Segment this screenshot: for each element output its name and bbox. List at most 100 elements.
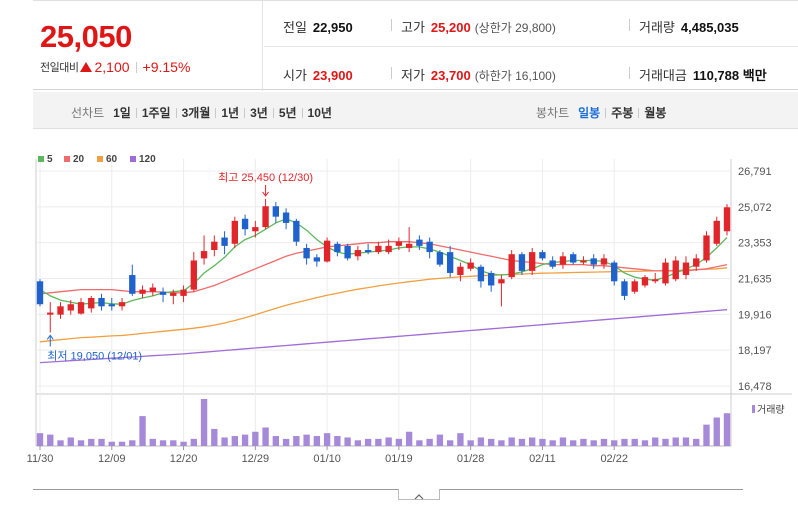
- candle-body: [672, 260, 679, 280]
- volume-bar: [405, 431, 413, 446]
- period-5y[interactable]: 5년: [278, 106, 297, 120]
- volume-bar: [282, 438, 290, 446]
- candle-body: [508, 254, 515, 278]
- candle-body: [477, 266, 485, 282]
- volume-bar: [559, 437, 567, 446]
- volume-bar: [170, 440, 177, 446]
- candle-daily[interactable]: 일봉: [578, 106, 601, 120]
- divider: [629, 67, 630, 79]
- volume-bar: [621, 438, 628, 446]
- volume-bar: [159, 440, 167, 446]
- volume-bar: [477, 437, 485, 446]
- volume-bar: [693, 438, 700, 446]
- volume-bar: [529, 437, 536, 446]
- legend-label: 120: [139, 154, 156, 165]
- volume-bar: [262, 427, 269, 446]
- y-tick-label: 19,916: [738, 309, 772, 321]
- candle-body: [47, 312, 54, 315]
- candle-body: [77, 302, 85, 314]
- candle-monthly[interactable]: 월봉: [644, 106, 667, 120]
- volume-bar: [652, 437, 659, 446]
- volume-bar: [508, 437, 515, 446]
- volume-bar: [149, 438, 156, 446]
- candle-body: [652, 279, 659, 282]
- current-price-box: 25,050 전일대비 2,100 +9.15%: [33, 1, 263, 91]
- min-price-annotation: 최저 19,050 (12/01): [47, 349, 142, 362]
- legend-label: 5: [47, 154, 53, 165]
- period-1d[interactable]: 1일: [113, 106, 131, 120]
- collapse-button[interactable]: [398, 489, 440, 500]
- x-tick-label: 12/20: [170, 453, 198, 465]
- candle-body: [149, 287, 156, 292]
- x-tick-label: 02/11: [529, 453, 556, 465]
- candle-body: [385, 245, 392, 253]
- volume-bar: [426, 438, 433, 446]
- volume-bar: [631, 438, 638, 446]
- price-summary: 25,050 전일대비 2,100 +9.15% 전일 22,950 고가 25…: [33, 0, 798, 91]
- candle-body: [631, 281, 638, 292]
- change-row: 전일대비 2,100 +9.15%: [40, 59, 190, 75]
- y-tick-label: 18,197: [738, 345, 772, 357]
- period-10y[interactable]: 10년: [307, 106, 332, 120]
- volume-bar: [313, 436, 321, 446]
- ma120-line: [39, 309, 728, 364]
- volume-bar: [344, 437, 351, 446]
- x-tick-label: 02/22: [600, 453, 628, 465]
- max-price-annotation: 최고 25,450 (12/30): [218, 171, 313, 184]
- volume-bar: [231, 436, 238, 446]
- volume-bar: [241, 434, 249, 446]
- period-3m[interactable]: 3개월: [181, 106, 211, 120]
- volume-bar: [487, 438, 495, 446]
- volume-bar: [36, 433, 44, 446]
- candle-body: [159, 291, 167, 295]
- candle-body: [600, 258, 608, 265]
- candle-body: [293, 220, 300, 242]
- candle-body: [416, 239, 423, 246]
- candle-body: [682, 262, 690, 276]
- low-price: 저가 23,700 (하한가 16,100): [401, 68, 556, 83]
- volume-bar: [47, 434, 54, 446]
- candle-body: [200, 251, 208, 259]
- period-3y[interactable]: 3년: [250, 106, 268, 120]
- candle-body: [98, 297, 105, 307]
- legend-swatch: [97, 156, 103, 162]
- trade-amount: 거래대금 110,788 백만: [639, 68, 767, 83]
- change-percent: +9.15%: [142, 59, 191, 75]
- candle-body: [323, 240, 331, 262]
- high-price: 고가 25,200 (상한가 29,800): [401, 20, 556, 35]
- candle-body: [334, 243, 341, 253]
- x-tick-label: 01/19: [385, 453, 413, 465]
- legend-label: 20: [73, 154, 85, 165]
- candle-body: [662, 262, 669, 284]
- candle-body: [723, 207, 731, 232]
- volume-bar: [98, 438, 105, 446]
- period-1y[interactable]: 1년: [221, 106, 240, 120]
- candle-body: [190, 260, 197, 290]
- volume-bar: [416, 440, 423, 446]
- volume-bar: [662, 438, 669, 446]
- volume-bar: [252, 431, 259, 446]
- volume-bar: [703, 424, 710, 446]
- candle-body: [108, 304, 115, 307]
- candle-body: [621, 281, 628, 296]
- volume-bar: [682, 437, 690, 446]
- volume-bar: [272, 436, 280, 446]
- divider: [391, 19, 392, 31]
- candle-body: [580, 260, 587, 263]
- volume-bar: [723, 413, 731, 446]
- volume-bar: [580, 438, 587, 446]
- volume-bar: [354, 440, 362, 446]
- candle-body: [170, 292, 177, 296]
- volume-bar: [600, 438, 608, 446]
- volume-bar: [570, 440, 577, 446]
- change-value: 2,100: [94, 59, 130, 75]
- candle-body: [487, 272, 495, 286]
- x-tick-label: 12/29: [242, 453, 270, 465]
- candle-weekly[interactable]: 주봉: [611, 106, 634, 120]
- volume-bar: [77, 440, 85, 446]
- volume-bar: [67, 437, 74, 446]
- volume-bar: [590, 440, 597, 446]
- candle-body: [57, 306, 64, 315]
- candle-body: [693, 258, 700, 267]
- period-1w[interactable]: 1주일: [141, 106, 171, 120]
